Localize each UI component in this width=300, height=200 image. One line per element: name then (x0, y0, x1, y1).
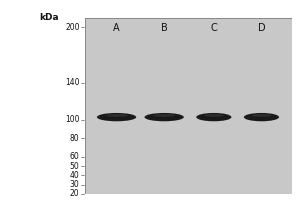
Text: B: B (161, 23, 167, 33)
Text: 140: 140 (65, 78, 80, 87)
Text: C: C (211, 23, 217, 33)
Text: 60: 60 (70, 152, 80, 161)
Ellipse shape (97, 113, 136, 121)
Text: 200: 200 (65, 23, 80, 32)
Ellipse shape (106, 114, 128, 117)
Text: 100: 100 (65, 115, 80, 124)
Ellipse shape (145, 113, 184, 121)
Text: 50: 50 (70, 162, 80, 171)
Text: 20: 20 (70, 190, 80, 198)
Text: kDa: kDa (39, 13, 58, 22)
Text: 80: 80 (70, 134, 80, 143)
Text: A: A (113, 23, 120, 33)
Ellipse shape (196, 113, 231, 121)
Ellipse shape (244, 113, 279, 121)
Text: 30: 30 (70, 180, 80, 189)
Ellipse shape (204, 114, 224, 117)
Ellipse shape (252, 114, 271, 117)
Ellipse shape (153, 114, 175, 117)
Text: 40: 40 (70, 171, 80, 180)
Text: D: D (258, 23, 265, 33)
